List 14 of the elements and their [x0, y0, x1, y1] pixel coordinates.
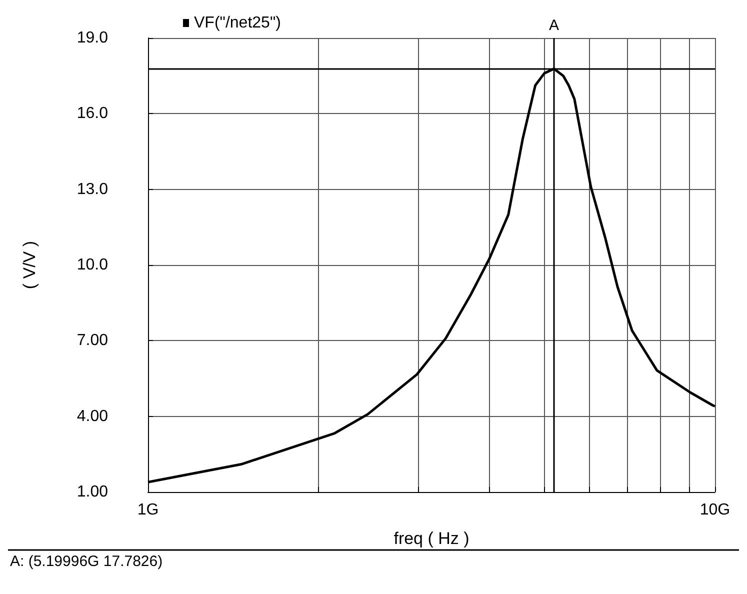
- x-axis-title: freq ( Hz ): [394, 529, 470, 548]
- y-tick-label: 19.0: [76, 30, 108, 46]
- y-tick-label: 4.00: [76, 408, 108, 425]
- y-tick-label: 10.0: [76, 256, 108, 274]
- legend-label: VF("/net25"): [194, 14, 281, 32]
- x-tick-label: 10G: [700, 502, 730, 518]
- ref-line-label: A: [548, 17, 559, 34]
- y-tick-label: 13.0: [76, 180, 108, 198]
- y-tick-label: 7.00: [76, 332, 108, 350]
- y-tick-label: 16.0: [76, 105, 108, 122]
- y-axis-title: ( V/V ): [20, 240, 39, 290]
- y-tick-label: 1.00: [76, 484, 108, 500]
- text: A: (5.19996G 17.7826): [10, 553, 163, 570]
- x-tick-label: 1G: [137, 502, 159, 518]
